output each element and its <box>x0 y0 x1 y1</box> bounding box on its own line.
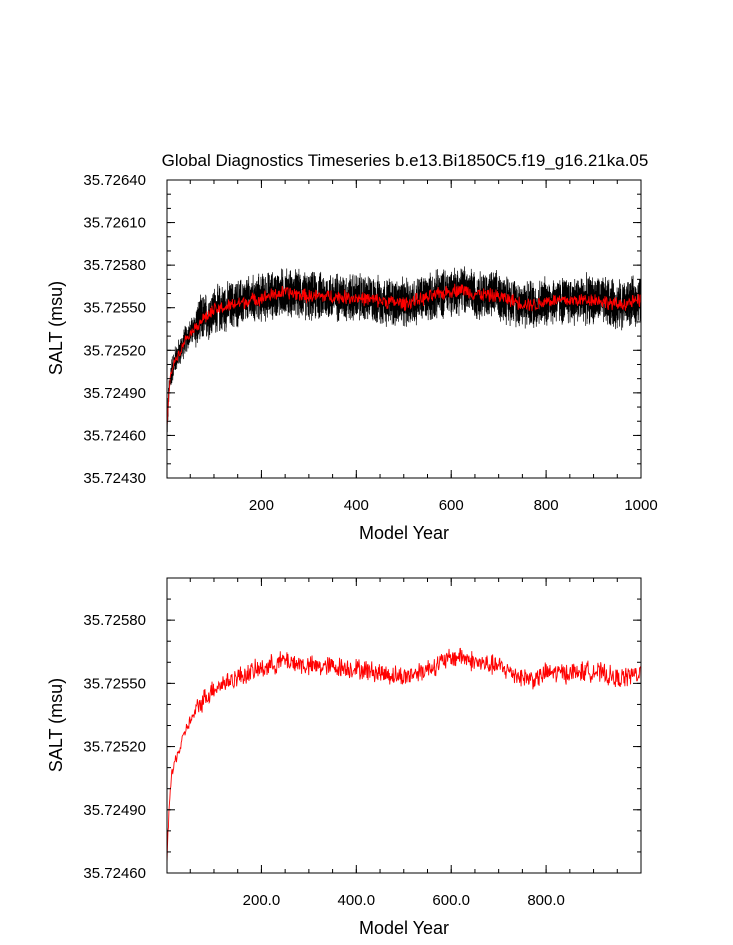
y-tick-label: 35.72460 <box>83 427 146 444</box>
x-tick-label: 400 <box>344 497 369 514</box>
series-line-monthly <box>166 266 642 433</box>
x-tick-label: 200.0 <box>243 892 281 909</box>
top-chart: Model Year SALT (msu) 200 400 600 800 1000 35… <box>46 172 658 543</box>
top-y-axis-title: SALT (msu) <box>46 281 66 375</box>
y-tick-label: 35.72550 <box>83 300 146 317</box>
y-tick-label: 35.72580 <box>83 257 146 274</box>
bottom-y-axis-title: SALT (msu) <box>46 678 66 772</box>
chart-title: Global Diagnostics Timeseries b.e13.Bi18… <box>162 151 649 170</box>
y-tick-label: 35.72520 <box>83 739 146 756</box>
x-tick-label: 600.0 <box>432 892 470 909</box>
top-x-axis-title: Model Year <box>359 523 449 543</box>
y-tick-label: 35.72550 <box>83 675 146 692</box>
y-tick-label: 35.72490 <box>83 802 146 819</box>
x-tick-label: 400.0 <box>338 892 376 909</box>
y-tick-label: 35.72490 <box>83 385 146 402</box>
bottom-chart: Model Year SALT (msu) 200.0 400.0 600.0 800… <box>46 577 642 938</box>
y-tick-label: 35.72520 <box>83 342 146 359</box>
x-tick-label: 1000 <box>624 497 657 514</box>
series-line-annual-mean <box>166 647 642 864</box>
x-tick-label: 200 <box>249 497 274 514</box>
x-tick-label: 800.0 <box>527 892 565 909</box>
bottom-x-axis-title: Model Year <box>359 918 449 938</box>
y-tick-label: 35.72430 <box>83 470 146 487</box>
y-tick-label: 35.72640 <box>83 172 146 189</box>
y-tick-label: 35.72460 <box>83 865 146 882</box>
y-tick-label: 35.72580 <box>83 612 146 629</box>
plot-frame <box>166 179 642 479</box>
x-tick-label: 800 <box>534 497 559 514</box>
series-line-annual-mean <box>166 283 642 426</box>
plot-frame <box>166 577 642 874</box>
x-tick-label: 600 <box>439 497 464 514</box>
y-tick-label: 35.72610 <box>83 215 146 232</box>
